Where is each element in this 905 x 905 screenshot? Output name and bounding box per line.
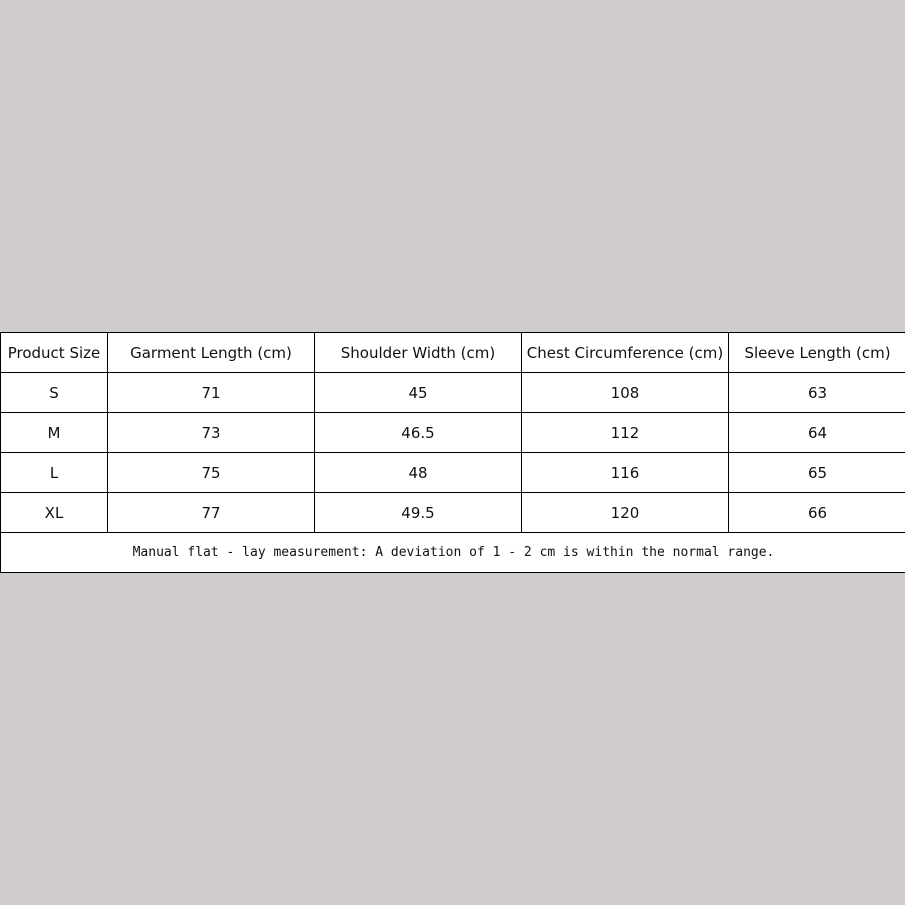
table-row: XL 77 49.5 120 66 xyxy=(0,492,905,533)
table-cell: 46.5 xyxy=(314,412,522,453)
note-row: Manual flat - lay measurement: A deviati… xyxy=(0,532,905,573)
table-cell: 75 xyxy=(107,452,315,493)
measurement-note: Manual flat - lay measurement: A deviati… xyxy=(0,532,905,573)
table-row: S 71 45 108 63 xyxy=(0,372,905,413)
table-cell: 71 xyxy=(107,372,315,413)
header-cell: Chest Circumference (cm) xyxy=(521,332,729,373)
header-cell: Shoulder Width (cm) xyxy=(314,332,522,373)
table-cell: 65 xyxy=(728,452,905,493)
table-cell: 77 xyxy=(107,492,315,533)
table-cell: 66 xyxy=(728,492,905,533)
header-cell: Garment Length (cm) xyxy=(107,332,315,373)
table-cell: 49.5 xyxy=(314,492,522,533)
table-cell: 108 xyxy=(521,372,729,413)
size-chart-table: Product Size Garment Length (cm) Shoulde… xyxy=(0,332,905,573)
header-cell: Sleeve Length (cm) xyxy=(728,332,905,373)
table-cell: XL xyxy=(0,492,108,533)
table-row: M 73 46.5 112 64 xyxy=(0,412,905,453)
header-row: Product Size Garment Length (cm) Shoulde… xyxy=(0,332,905,373)
table-cell: 112 xyxy=(521,412,729,453)
table-cell: S xyxy=(0,372,108,413)
table-cell: 73 xyxy=(107,412,315,453)
table-cell: 116 xyxy=(521,452,729,493)
table-cell: 120 xyxy=(521,492,729,533)
table-cell: 64 xyxy=(728,412,905,453)
header-cell: Product Size xyxy=(0,332,108,373)
table-cell: 45 xyxy=(314,372,522,413)
table-cell: 48 xyxy=(314,452,522,493)
table-cell: M xyxy=(0,412,108,453)
table-cell: 63 xyxy=(728,372,905,413)
table-cell: L xyxy=(0,452,108,493)
table-row: L 75 48 116 65 xyxy=(0,452,905,493)
